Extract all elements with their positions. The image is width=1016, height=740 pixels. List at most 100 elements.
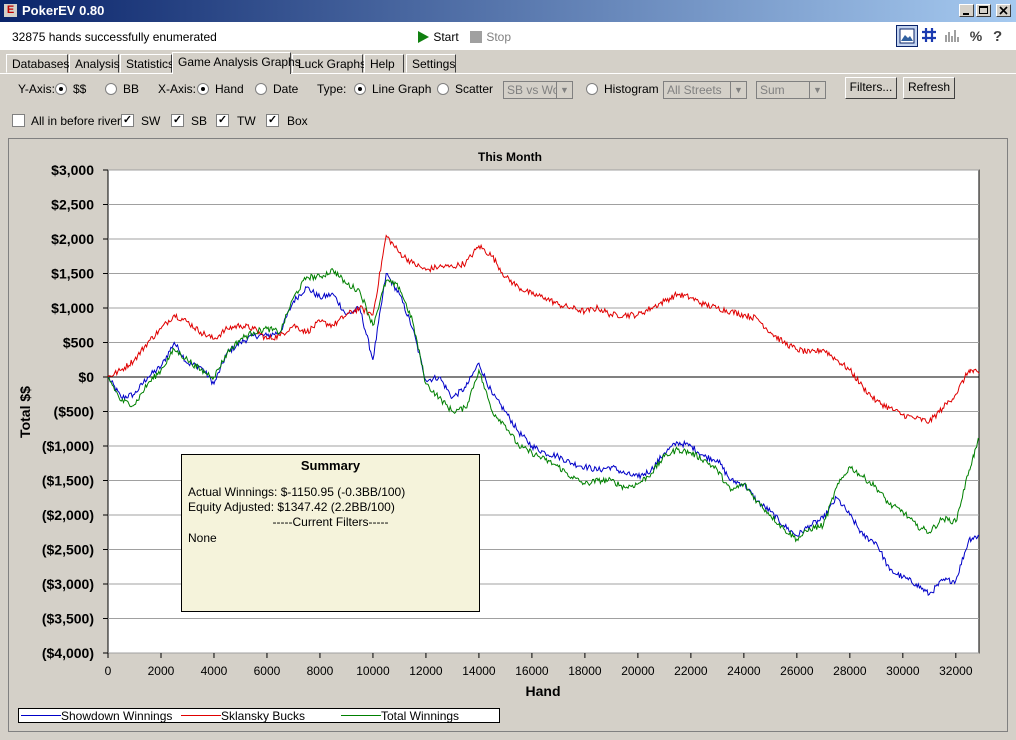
type-histogram-radio[interactable] [586, 83, 598, 95]
x-tick-label: 24000 [727, 664, 761, 678]
box-checkbox[interactable]: ✓ [266, 114, 279, 127]
chevron-down-icon: ▼ [556, 82, 572, 98]
current-filters-value: None [188, 531, 217, 545]
sum-combo[interactable]: Sum ▼ [756, 81, 826, 99]
series-line-showdown-winnings [107, 273, 980, 597]
legend-label: Total Winnings [381, 709, 460, 723]
close-button[interactable] [996, 4, 1011, 17]
sum-combo-value: Sum [760, 83, 785, 97]
tab-settings[interactable]: Settings [406, 54, 456, 73]
y-axis-label: Total $$ [17, 386, 33, 438]
y-tick-label: ($2,000) [42, 507, 94, 523]
type-histogram-label: Histogram [604, 82, 659, 96]
tab-game-analysis-graphs[interactable]: Game Analysis Graphs [172, 52, 301, 74]
y-tick-label: $2,500 [51, 197, 94, 213]
chevron-down-icon: ▼ [809, 82, 825, 98]
grid-view-button[interactable] [919, 25, 941, 47]
percent-icon: % [969, 28, 983, 44]
tab-analysis[interactable]: Analysis [69, 54, 120, 73]
status-message: 32875 hands successfully enumerated [12, 30, 217, 44]
type-label: Type: [317, 82, 347, 96]
window-title: PokerEV 0.80 [22, 3, 105, 18]
minimize-icon [963, 13, 969, 15]
x-tick-label: 28000 [833, 664, 867, 678]
y-tick-label: $3,000 [51, 162, 94, 178]
xaxis-label: X-Axis: [158, 82, 197, 96]
x-tick-label: 12000 [409, 664, 443, 678]
svg-text:?: ? [993, 28, 1002, 45]
y-tick-label: ($3,000) [42, 576, 94, 592]
yaxis-dollars-radio[interactable] [55, 83, 67, 95]
tab-databases[interactable]: Databases [6, 54, 69, 73]
yaxis-bb-radio[interactable] [105, 83, 117, 95]
x-tick-label: 22000 [674, 664, 708, 678]
bar-view-button[interactable] [942, 25, 964, 47]
type-line-radio[interactable] [354, 83, 366, 95]
tw-label: TW [237, 114, 256, 128]
summary-heading: Summary [300, 458, 361, 473]
refresh-button[interactable]: Refresh [903, 77, 955, 99]
streets-combo-value: All Streets [667, 83, 722, 97]
sw-checkbox[interactable]: ✓ [121, 114, 134, 127]
title-bar: E PokerEV 0.80 [0, 0, 1016, 22]
legend-label: Showdown Winnings [61, 709, 173, 723]
tab-luck-graphs[interactable]: Luck Graphs [292, 54, 366, 73]
tw-checkbox[interactable]: ✓ [216, 114, 229, 127]
y-tick-label: ($500) [54, 404, 94, 420]
help-icon: ? [993, 28, 1002, 45]
stop-button[interactable]: Stop [469, 30, 511, 44]
y-tick-label: ($4,000) [42, 645, 94, 661]
y-tick-label: $1,500 [51, 266, 94, 282]
app-icon: E [4, 4, 17, 17]
streets-combo[interactable]: All Streets ▼ [663, 81, 747, 99]
chart-title: This Month [478, 150, 542, 164]
x-axis-label: Hand [526, 683, 561, 699]
chevron-down-icon: ▼ [730, 82, 746, 98]
stop-icon [470, 31, 482, 43]
percent-view-button[interactable]: % [965, 25, 987, 47]
series-line-sklansky-bucks [107, 234, 980, 424]
x-tick-label: 20000 [621, 664, 655, 678]
x-tick-label: 14000 [462, 664, 496, 678]
y-tick-label: ($1,000) [42, 438, 94, 454]
type-scatter-radio[interactable] [437, 83, 449, 95]
x-tick-label: 30000 [886, 664, 920, 678]
stop-label: Stop [486, 30, 512, 44]
bar-chart-icon [945, 30, 959, 42]
sb-checkbox[interactable]: ✓ [171, 114, 184, 127]
tab-statistics[interactable]: Statistics [120, 54, 174, 73]
x-tick-label: 4000 [201, 664, 228, 678]
series-line-total-winnings [107, 267, 980, 543]
filters-button[interactable]: Filters... [845, 77, 897, 99]
x-tick-label: 2000 [148, 664, 175, 678]
scatter-combo[interactable]: SB vs Wo ▼ [503, 81, 573, 99]
xaxis-date-label: Date [273, 82, 299, 96]
x-tick-label: 8000 [307, 664, 334, 678]
legend-swatch [341, 715, 381, 716]
sw-label: SW [141, 114, 161, 128]
play-icon [418, 31, 429, 43]
help-icon-button[interactable]: ? [988, 25, 1010, 47]
xaxis-date-radio[interactable] [255, 83, 267, 95]
chart-legend: Showdown Winnings Sklansky Bucks Total W… [18, 708, 500, 723]
maximize-button[interactable] [976, 4, 991, 17]
scatter-combo-value: SB vs Wo [507, 83, 560, 97]
tab-help[interactable]: Help [364, 54, 404, 73]
xaxis-hand-radio[interactable] [197, 83, 209, 95]
yaxis-dollars-label: $$ [73, 82, 87, 96]
tab-strip: Databases Analysis Statistics Game Analy… [0, 52, 1016, 74]
y-tick-label: ($1,500) [42, 473, 94, 489]
legend-swatch [21, 715, 61, 716]
start-button[interactable]: Start [416, 30, 459, 44]
grid-icon [922, 28, 936, 42]
allin-checkbox[interactable] [12, 114, 25, 127]
y-tick-label: $0 [78, 369, 94, 385]
picture-icon [899, 28, 915, 44]
x-tick-label: 16000 [515, 664, 549, 678]
graph-view-button[interactable] [896, 25, 918, 47]
current-filters-heading: -----Current Filters----- [272, 515, 389, 529]
minimize-button[interactable] [959, 4, 974, 17]
legend-label: Sklansky Bucks [221, 709, 306, 723]
x-tick-label: 18000 [568, 664, 602, 678]
